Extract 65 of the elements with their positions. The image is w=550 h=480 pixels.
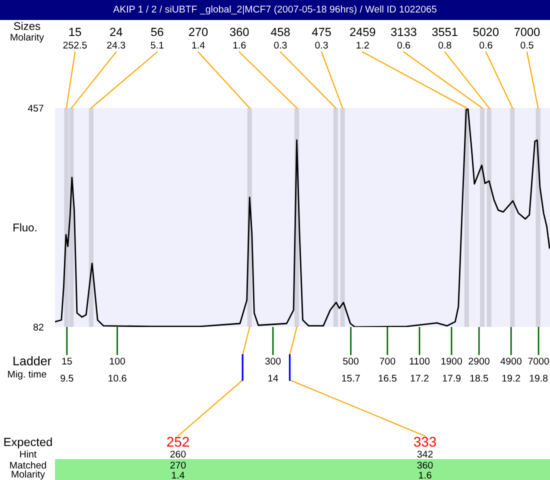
annotation: 252 xyxy=(167,436,189,447)
text: Expected xyxy=(4,437,52,449)
text: 1.4 xyxy=(192,42,205,49)
text: 300 xyxy=(265,358,281,365)
text: 0.5 xyxy=(520,42,534,49)
x-tick-label: 19.2 xyxy=(502,374,520,382)
text: 0.3 xyxy=(274,42,287,49)
annotation: 333 xyxy=(414,436,436,447)
text: Molarity xyxy=(10,33,44,43)
text: 260 xyxy=(170,450,186,458)
text: 1.4 xyxy=(172,472,184,479)
text: 475 xyxy=(312,28,331,36)
text: 360 xyxy=(417,462,433,469)
text: 24 xyxy=(110,28,122,36)
text: 1.2 xyxy=(356,42,369,49)
text: Molarity xyxy=(12,470,45,480)
x-tick-label: 15.7 xyxy=(342,374,360,382)
text: 15 xyxy=(69,28,82,36)
text: 15 xyxy=(62,358,72,365)
text: 7000 xyxy=(514,28,540,36)
y-axis-title: Fluo. xyxy=(14,223,36,232)
text: Matched xyxy=(10,461,46,469)
x-tick-label: 16.5 xyxy=(378,374,396,382)
text: 270 xyxy=(170,462,186,469)
text: 360 xyxy=(230,28,249,36)
text: 4900 xyxy=(500,358,522,365)
x-axis-title: Mig. time xyxy=(8,370,46,380)
text: 3133 xyxy=(391,28,416,36)
text: 24.3 xyxy=(107,42,126,49)
x-tick-label: 14 xyxy=(268,374,278,382)
text: 3551 xyxy=(432,28,458,36)
text: 1100 xyxy=(410,358,430,365)
x-tick-label: 17.9 xyxy=(442,374,461,382)
chart-title: AKIP 1 / 2 / siUBTF _global_2|MCF7 (2007-05-18 96hrs) / Well ID 1022065 xyxy=(113,5,436,15)
text: 1.6 xyxy=(233,42,246,49)
text: 270 xyxy=(189,28,208,36)
text: 100 xyxy=(110,358,126,365)
text: 0.3 xyxy=(315,42,328,49)
text: Hint xyxy=(20,450,37,458)
y-tick-label: 457 xyxy=(28,104,44,112)
x-tick-label: 19.8 xyxy=(530,374,548,382)
text: 56 xyxy=(151,28,164,36)
x-tick-label: 17.2 xyxy=(410,374,428,382)
text: Sizes xyxy=(14,22,40,30)
text: 1900 xyxy=(441,358,462,365)
text: 0.8 xyxy=(438,42,452,49)
text: 0.6 xyxy=(397,42,410,49)
text: 5020 xyxy=(473,28,499,36)
text: 2900 xyxy=(468,358,490,365)
text: 252.5 xyxy=(63,42,87,49)
x-tick-label: 10.6 xyxy=(108,374,126,382)
text: 458 xyxy=(270,28,290,36)
text: 500 xyxy=(343,358,359,365)
text: 5.1 xyxy=(150,42,164,49)
text: Ladder xyxy=(14,356,52,366)
text: 7000 xyxy=(528,358,549,365)
x-tick-label: 9.5 xyxy=(60,374,74,382)
x-tick-label: 18.5 xyxy=(470,374,488,382)
line-series xyxy=(55,108,550,327)
text: 0.6 xyxy=(480,42,492,49)
y-tick-label: 82 xyxy=(34,324,44,331)
text: 1.6 xyxy=(418,472,432,479)
text: 700 xyxy=(380,358,396,365)
text: 342 xyxy=(417,450,433,458)
text: 2459 xyxy=(350,28,376,36)
